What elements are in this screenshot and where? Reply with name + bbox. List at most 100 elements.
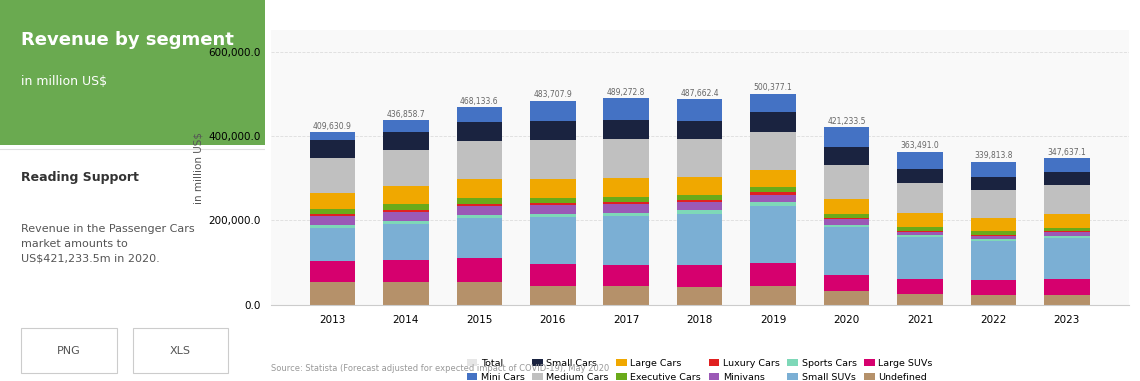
Bar <box>750 94 796 112</box>
Bar <box>383 210 429 212</box>
Bar <box>1044 172 1090 185</box>
Bar <box>750 195 796 202</box>
Bar <box>310 140 356 157</box>
Bar <box>970 295 1016 305</box>
Bar <box>383 221 429 224</box>
Bar <box>897 231 943 232</box>
Bar <box>970 231 1016 235</box>
Bar <box>383 150 429 186</box>
Bar <box>677 177 723 195</box>
Bar <box>310 216 356 226</box>
Bar <box>677 210 723 214</box>
Bar <box>897 152 943 169</box>
Bar <box>310 282 356 305</box>
Bar <box>603 286 649 305</box>
Bar <box>824 165 870 199</box>
Bar <box>530 205 576 214</box>
Bar <box>530 122 576 140</box>
Bar <box>970 235 1016 236</box>
Bar <box>750 263 796 286</box>
Bar <box>677 200 723 202</box>
Bar <box>677 287 723 305</box>
Bar <box>132 328 228 373</box>
Bar <box>603 204 649 213</box>
Text: 347,637.1: 347,637.1 <box>1048 148 1086 157</box>
Bar <box>383 212 429 221</box>
Bar <box>750 192 796 195</box>
Bar <box>750 131 796 170</box>
Bar <box>310 194 356 210</box>
Bar <box>970 236 1016 239</box>
Bar <box>603 202 649 204</box>
Bar <box>310 227 356 261</box>
Text: Source: Statista (Forecast adjusted for expected impact of COVID-19), May 2020: Source: Statista (Forecast adjusted for … <box>270 364 609 373</box>
Text: 468,133.6: 468,133.6 <box>461 97 498 106</box>
Bar <box>530 179 576 198</box>
Text: 500,377.1: 500,377.1 <box>754 83 792 92</box>
Bar <box>897 183 943 213</box>
Bar <box>603 216 649 265</box>
Text: 436,858.7: 436,858.7 <box>386 110 425 119</box>
Bar <box>457 122 502 141</box>
Bar <box>457 282 502 305</box>
Bar <box>677 265 723 287</box>
Bar <box>824 147 870 165</box>
Bar <box>383 259 429 282</box>
Bar <box>970 162 1016 177</box>
Bar <box>677 139 723 177</box>
Bar <box>603 178 649 197</box>
Bar <box>383 120 429 132</box>
Bar <box>1044 214 1090 228</box>
Bar <box>457 218 502 258</box>
Text: XLS: XLS <box>170 346 190 355</box>
Legend: Total, Mini Cars, Small Cars, Medium Cars, Large Cars, Executive Cars, Luxury Ca: Total, Mini Cars, Small Cars, Medium Car… <box>466 359 933 381</box>
Bar <box>897 169 943 183</box>
Bar <box>824 225 870 227</box>
Bar <box>1044 185 1090 214</box>
Text: Revenue by segment: Revenue by segment <box>22 31 234 49</box>
Bar <box>530 218 576 264</box>
Bar <box>457 215 502 218</box>
Bar <box>530 203 576 205</box>
Bar <box>824 291 870 305</box>
Text: 487,662.4: 487,662.4 <box>681 89 719 98</box>
Bar <box>824 199 870 214</box>
Bar <box>750 202 796 206</box>
Bar <box>310 210 356 215</box>
Text: 339,813.8: 339,813.8 <box>975 151 1012 160</box>
Bar <box>824 127 870 147</box>
Bar <box>897 237 943 280</box>
Text: 409,630.9: 409,630.9 <box>314 122 352 131</box>
Bar <box>897 213 943 227</box>
Bar <box>530 140 576 179</box>
Bar <box>457 258 502 282</box>
Bar <box>457 107 502 122</box>
Y-axis label: in million US$: in million US$ <box>193 132 203 203</box>
Text: 489,272.8: 489,272.8 <box>606 88 645 97</box>
Bar <box>677 195 723 200</box>
Bar <box>824 218 870 219</box>
Bar <box>530 101 576 122</box>
Bar <box>603 213 649 216</box>
Bar <box>603 197 649 202</box>
Bar <box>970 280 1016 295</box>
Bar <box>530 264 576 286</box>
Bar <box>310 226 356 227</box>
Bar <box>603 120 649 139</box>
Bar <box>1044 232 1090 236</box>
Text: 421,233.5: 421,233.5 <box>828 117 865 126</box>
Bar <box>383 186 429 204</box>
Bar <box>1044 228 1090 231</box>
Bar <box>383 282 429 305</box>
Bar <box>897 232 943 235</box>
Bar <box>970 177 1016 190</box>
Bar <box>457 141 502 179</box>
Bar <box>677 202 723 210</box>
Bar <box>824 275 870 291</box>
Bar <box>677 99 723 121</box>
Bar <box>603 139 649 178</box>
Bar <box>1044 295 1090 305</box>
Bar <box>970 190 1016 218</box>
Bar <box>383 132 429 150</box>
Bar <box>22 328 116 373</box>
